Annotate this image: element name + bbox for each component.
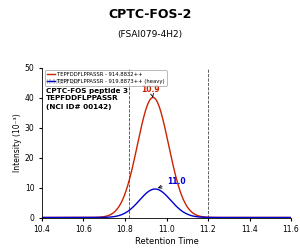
Y-axis label: Intensity (10⁻³): Intensity (10⁻³) bbox=[13, 113, 22, 172]
Text: 10.9: 10.9 bbox=[142, 85, 160, 97]
X-axis label: Retention Time: Retention Time bbox=[135, 237, 198, 246]
Text: 11.0: 11.0 bbox=[159, 177, 186, 188]
Text: (FSAI079-4H2): (FSAI079-4H2) bbox=[117, 30, 183, 39]
Legend: TEPFDDFLPPASSR - 914.8832++, TEPFDDFLPPASSR - 919.8873++ (heavy): TEPFDDFLPPASSR - 914.8832++, TEPFDDFLPPA… bbox=[45, 70, 166, 86]
Text: CPTC-FOS-2: CPTC-FOS-2 bbox=[108, 8, 192, 20]
Text: iMRM of
CPTC-FOS peptide 3
TEPFDDFLPPASSR
(NCI ID# 00142): iMRM of CPTC-FOS peptide 3 TEPFDDFLPPASS… bbox=[46, 80, 128, 110]
